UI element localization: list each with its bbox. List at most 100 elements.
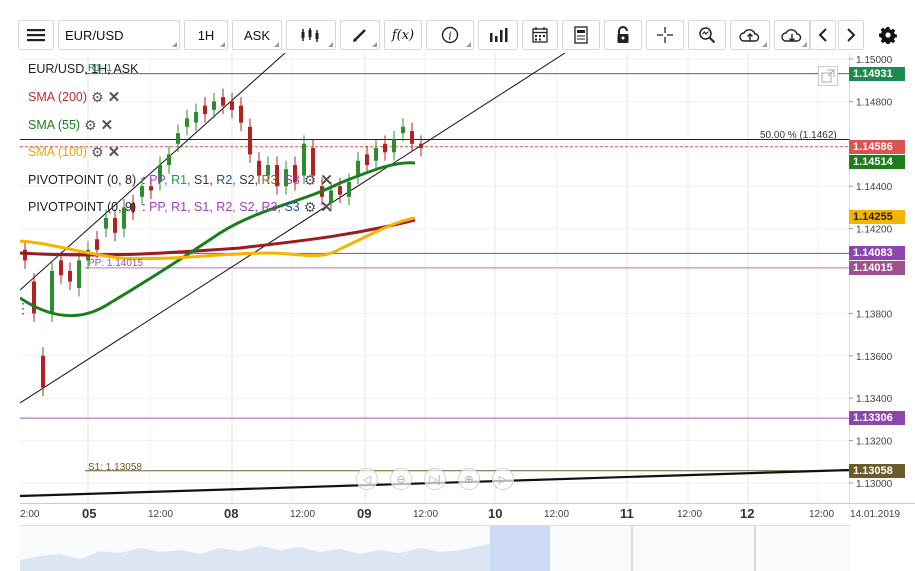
- calendar-button[interactable]: [522, 20, 558, 50]
- candle-body: [113, 218, 117, 233]
- sma200-line: [20, 218, 416, 257]
- sma55-price-tag: 1.14514: [849, 155, 905, 170]
- crosshair-button[interactable]: [646, 20, 684, 50]
- draw-tool-button[interactable]: [340, 20, 380, 50]
- lock-button[interactable]: [604, 20, 642, 50]
- s1-annotation: S1: 1.13058: [88, 462, 142, 473]
- gear-icon: [879, 27, 897, 44]
- price-chart[interactable]: [20, 53, 850, 503]
- navigator-panel[interactable]: [20, 525, 850, 571]
- legend-pivot1[interactable]: PIVOTPOINT (0, 8) : PP, R1, S1, R2, S2, …: [28, 171, 333, 190]
- candle-body: [95, 239, 99, 250]
- zoom-out-button[interactable]: ⊖: [390, 468, 412, 490]
- timeframe-selector[interactable]: 1H: [184, 20, 228, 50]
- report-button[interactable]: [562, 20, 600, 50]
- time-label: 2:00: [20, 509, 40, 520]
- candle-body: [248, 126, 252, 155]
- popout-icon: [821, 69, 835, 83]
- dropdown-corner-icon: [762, 42, 767, 47]
- candle-body: [158, 165, 162, 182]
- time-axis: 2:00 05 12:00 08 12:00 09 12:00 10 12:00 11 12:00 1…: [20, 503, 915, 525]
- candle-body: [401, 126, 405, 134]
- pivot-pp-label: PP,: [149, 200, 168, 214]
- function-icon: f(x): [391, 27, 415, 43]
- scroll-forward-button[interactable]: ▷: [492, 468, 514, 490]
- pivot-r3-label: R3,: [261, 173, 281, 187]
- price-type-selector[interactable]: ASK: [232, 20, 282, 50]
- candle-body: [266, 165, 270, 176]
- r1-annotation: R1: 1: [88, 63, 112, 74]
- legend-sma200[interactable]: SMA (200) ⚙ ✕: [28, 88, 121, 107]
- candle-body: [347, 181, 351, 197]
- upload-button[interactable]: [730, 20, 770, 50]
- gear-icon[interactable]: ⚙: [91, 88, 104, 105]
- zoom-out-icon: ⊖: [396, 473, 406, 486]
- legend-pivot2[interactable]: PIVOTPOINT (0, 9) : PP, R1, S1, R2, S2, …: [28, 198, 333, 217]
- price-tick-label: 1.14200: [856, 225, 893, 236]
- close-icon[interactable]: ✕: [320, 172, 333, 189]
- dropdown-corner-icon: [172, 42, 177, 47]
- close-icon[interactable]: ✕: [320, 199, 333, 216]
- volume-button[interactable]: [478, 20, 518, 50]
- candle-body: [185, 118, 189, 127]
- calendar-icon: [532, 27, 548, 43]
- zoom-in-button[interactable]: ⊕: [458, 468, 480, 490]
- fib-annotation: 50.00 % (1.1462): [760, 130, 837, 141]
- pivot-s1-label: S1,: [194, 173, 213, 187]
- candle-body: [59, 260, 63, 276]
- time-label: 12:00: [148, 509, 174, 520]
- drag-handle-icon[interactable]: ⋮: [16, 300, 30, 316]
- pivot-pp-label: PP,: [149, 173, 168, 187]
- time-label: 08: [224, 506, 239, 521]
- candle-body: [41, 355, 45, 388]
- menu-button[interactable]: [18, 20, 54, 50]
- reset-view-button[interactable]: ▷|: [424, 468, 446, 490]
- sma55-line: [20, 161, 416, 318]
- settings-button[interactable]: [872, 20, 904, 50]
- pp-annotation: PP: 1.14015: [88, 258, 144, 269]
- gear-icon[interactable]: ⚙: [303, 171, 317, 188]
- candle-body: [383, 143, 387, 153]
- dropdown-corner-icon: [220, 42, 225, 47]
- chart-toolbar: EUR/USD 1H ASK f(x) i: [0, 0, 915, 53]
- close-icon[interactable]: ✕: [100, 117, 114, 134]
- price-tick-label: 1.14800: [856, 97, 893, 108]
- close-icon[interactable]: ✕: [107, 89, 121, 106]
- download-button[interactable]: [774, 20, 810, 50]
- cloud-download-icon: [781, 29, 802, 42]
- chart-grid: [20, 53, 850, 503]
- price-tick-label: 1.13600: [856, 352, 893, 363]
- candle-body: [419, 143, 423, 149]
- time-label: 11: [620, 506, 634, 521]
- navigator-window[interactable]: [490, 526, 550, 571]
- chart-type-button[interactable]: [286, 20, 336, 50]
- time-label: 12:00: [544, 509, 570, 520]
- gear-icon[interactable]: ⚙: [91, 143, 104, 160]
- candle-body: [284, 169, 288, 187]
- popout-button[interactable]: [818, 66, 838, 86]
- pp-price-tag: 1.14015: [849, 260, 905, 275]
- symbol-selector[interactable]: EUR/USD: [58, 20, 180, 50]
- dropdown-corner-icon: [802, 42, 807, 47]
- dropdown-corner-icon: [274, 42, 279, 47]
- pivot-s3-label: S3: [284, 200, 300, 214]
- legend-sma55[interactable]: SMA (55) ⚙ ✕: [28, 116, 114, 135]
- gear-icon[interactable]: ⚙: [84, 116, 97, 133]
- gear-icon[interactable]: ⚙: [303, 198, 317, 215]
- candle-body: [338, 186, 342, 195]
- pivot1-label: PIVOTPOINT (0, 8): [28, 173, 137, 187]
- magnifier-icon: [699, 27, 716, 44]
- scroll-back-button[interactable]: ◁: [356, 468, 378, 490]
- pivot-s2-label: S2,: [239, 173, 258, 187]
- scroll-left-button[interactable]: [810, 20, 836, 50]
- zoom-button[interactable]: [688, 20, 726, 50]
- channel-upper-line: [20, 53, 286, 291]
- close-icon[interactable]: ✕: [107, 144, 121, 161]
- time-label: 05: [82, 506, 97, 521]
- time-label: 12:00: [677, 509, 703, 520]
- pivot-s2-label: S2,: [239, 200, 258, 214]
- scroll-right-button[interactable]: [838, 20, 864, 50]
- info-button[interactable]: i: [426, 20, 474, 50]
- indicators-button[interactable]: f(x): [384, 20, 422, 50]
- legend-sma100[interactable]: SMA (100) ⚙ ✕: [28, 143, 121, 162]
